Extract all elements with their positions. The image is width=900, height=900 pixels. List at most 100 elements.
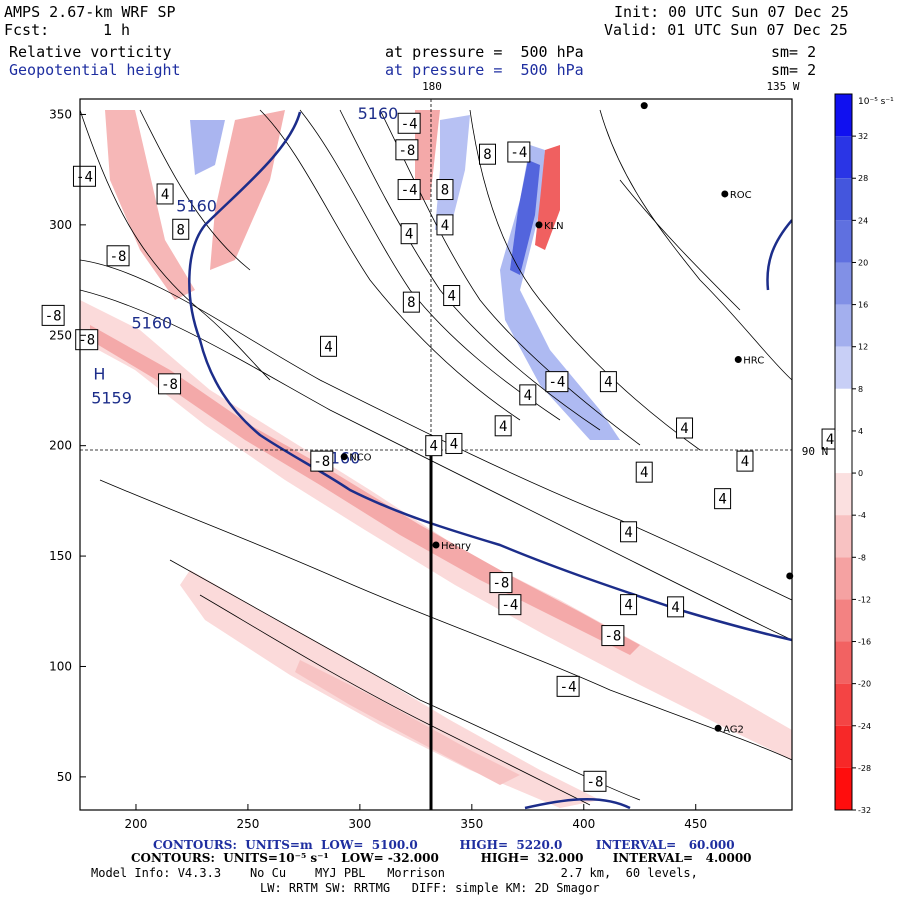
height-label: 5160 — [131, 314, 172, 333]
colorbar-swatch — [835, 767, 852, 810]
contour-label-text: -4 — [548, 375, 565, 391]
contour-label: 4 — [620, 521, 638, 543]
footer-physics: LW: RRTM SW: RRTMG DIFF: simple KM: 2D S… — [260, 881, 600, 895]
fcst-label: Fcst: — [4, 21, 50, 39]
contour-label-box — [72, 165, 96, 187]
colorbar-swatch — [835, 94, 852, 137]
footer-model-info: Model Info: V4.3.3 No Cu MYJ PBL Morriso… — [91, 866, 698, 880]
colorbar-label: 0 — [858, 469, 863, 478]
contour-label-text: -4 — [401, 116, 418, 132]
colorbar-label: -16 — [858, 638, 871, 647]
y-tick-label: 100 — [49, 659, 72, 673]
contour-label: 4 — [400, 223, 418, 245]
contour-label-box — [620, 594, 638, 616]
contour-label: 4 — [443, 285, 461, 307]
contour-label-box — [676, 417, 694, 439]
contour-label-text: 4 — [640, 465, 648, 481]
contour-label-text: 4 — [624, 598, 632, 614]
colorbar-label: 32 — [858, 132, 868, 141]
colorbar-label: 12 — [858, 343, 868, 352]
station-label: HRC — [743, 356, 764, 367]
colorbar-label: -32 — [858, 806, 871, 815]
contour-label: 4 — [635, 461, 653, 483]
colorbar-label: 16 — [858, 301, 868, 310]
y-tick-label: 150 — [49, 549, 72, 563]
height-label: 5160 — [176, 197, 217, 216]
contour-label-box — [519, 384, 537, 406]
x-tick-label: 300 — [348, 817, 371, 831]
colorbar-label: -4 — [858, 511, 866, 520]
contour-label-text: 4 — [447, 289, 455, 305]
colorbar-unit: 10⁻⁵ s⁻¹ — [858, 97, 894, 107]
station-marker — [734, 356, 742, 364]
colorbar-label: -28 — [858, 764, 871, 773]
contour-label-text: 4 — [680, 421, 688, 437]
contour-label-box — [620, 521, 638, 543]
contour-label: 4 — [320, 335, 338, 357]
colorbar-swatch — [835, 220, 852, 263]
x-tick-label: 450 — [684, 817, 707, 831]
contour-label: -4 — [72, 165, 96, 187]
station-marker — [340, 453, 348, 461]
contour-label-text: 4 — [524, 388, 532, 404]
negative-patch-3 — [415, 110, 440, 200]
contour-label-box — [400, 223, 418, 245]
contour-label-text: -4 — [76, 169, 93, 185]
negative-band-upper-left2 — [210, 110, 285, 270]
contour-label-text: -8 — [587, 774, 604, 790]
contour-label-text: 4 — [450, 436, 458, 452]
colorbar-label: 4 — [858, 427, 863, 436]
contour-label: -4 — [397, 112, 421, 134]
contour-label: 4 — [676, 417, 694, 439]
colorbar-swatch — [835, 725, 852, 768]
contour-label: -8 — [489, 572, 513, 594]
field1-smoothing: sm= 2 — [771, 43, 817, 61]
contour-label-text: 4 — [430, 439, 438, 455]
y-tick-label: 350 — [49, 107, 72, 121]
contour-label-text: 4 — [741, 454, 749, 470]
contour-label-text: 4 — [624, 525, 632, 541]
colorbar-swatch — [835, 346, 852, 389]
positive-patch-2 — [435, 115, 470, 230]
footer-vorticity-contours: CONTOURS: UNITS=10⁻⁵ s⁻¹ LOW= -32.000 HI… — [131, 851, 752, 865]
colorbar-swatch — [835, 473, 852, 516]
contour-label-box — [156, 183, 174, 205]
contour-label-box — [494, 415, 512, 437]
contour-label-text: -8 — [604, 629, 621, 645]
colorbar-swatch — [835, 304, 852, 347]
station-layer: NCO Henry KLN HRC ROC AG2 — [340, 102, 794, 735]
contour-label: -8 — [158, 373, 182, 395]
contour-label-box — [397, 179, 421, 201]
meridian-label-135w: 135 W — [766, 80, 799, 93]
contour-label-text: -8 — [398, 143, 415, 159]
station-label: NCO — [349, 453, 371, 464]
contour-label-box — [498, 594, 522, 616]
contour-label-text: 4 — [671, 600, 679, 616]
contour-label: 8 — [478, 143, 496, 165]
colorbar-swatch — [835, 136, 852, 179]
station-marker — [721, 190, 729, 198]
contour-label: -4 — [545, 371, 569, 393]
contour-label-box — [75, 329, 99, 351]
contour-label-text: -4 — [510, 145, 527, 161]
field2-level: at pressure = 500 hPa — [385, 61, 584, 79]
contour-label: -8 — [75, 329, 99, 351]
contour-label-box — [545, 371, 569, 393]
contour-label-box — [714, 488, 732, 510]
field1-level: at pressure = 500 hPa — [385, 43, 584, 61]
contour-label: 8 — [402, 291, 420, 313]
plot-frame — [79, 98, 793, 811]
contour-label: 4 — [494, 415, 512, 437]
contour-label: 4 — [425, 435, 443, 457]
contour-label-box — [425, 435, 443, 457]
contour-label-text: 4 — [718, 492, 726, 508]
colorbar-label: 24 — [858, 216, 868, 225]
model-title: AMPS 2.67-km WRF SP — [4, 3, 176, 21]
x-tick-label: 400 — [572, 817, 595, 831]
contour-label-box — [436, 214, 454, 236]
height-label: H — [93, 364, 105, 383]
colorbar-frame — [834, 93, 853, 811]
positive-patch-1 — [190, 120, 225, 175]
contour-label: -8 — [41, 304, 65, 326]
